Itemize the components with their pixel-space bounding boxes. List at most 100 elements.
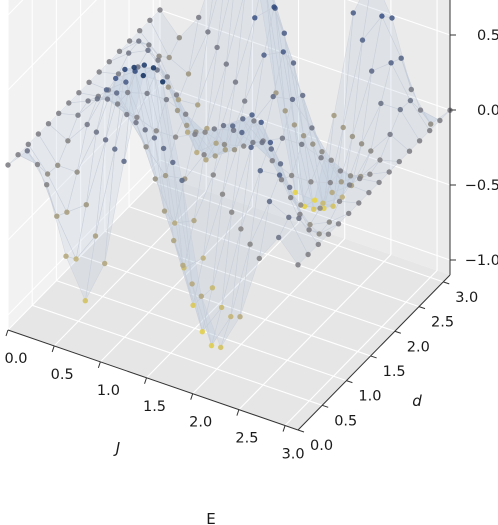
data-point bbox=[221, 141, 228, 148]
data-point bbox=[44, 171, 51, 177]
data-point bbox=[106, 59, 113, 65]
data-point bbox=[24, 148, 30, 154]
data-point bbox=[161, 208, 168, 214]
data-point bbox=[64, 209, 70, 215]
data-point bbox=[320, 200, 326, 206]
data-point bbox=[387, 131, 393, 138]
data-point bbox=[133, 119, 139, 126]
y-tick-mark bbox=[370, 355, 377, 359]
pane-left-wall bbox=[8, 0, 160, 330]
data-point bbox=[247, 241, 253, 247]
data-point bbox=[147, 17, 153, 23]
data-point bbox=[166, 54, 172, 61]
x-tick-mark bbox=[282, 425, 286, 432]
data-point bbox=[239, 129, 245, 136]
data-point bbox=[366, 189, 372, 196]
y-tick-mark bbox=[443, 281, 450, 285]
data-point bbox=[219, 191, 226, 197]
y-tick-label: 2.5 bbox=[431, 315, 454, 331]
data-point bbox=[329, 189, 335, 196]
data-point bbox=[165, 84, 171, 90]
data-point bbox=[417, 107, 424, 113]
y-tick-mark bbox=[418, 306, 426, 310]
data-point bbox=[44, 182, 50, 188]
x-tick-mark bbox=[144, 377, 148, 384]
data-point bbox=[65, 138, 71, 144]
data-point bbox=[146, 42, 152, 48]
data-point bbox=[231, 147, 238, 153]
data-point bbox=[63, 253, 69, 259]
data-point bbox=[398, 55, 404, 61]
data-point bbox=[318, 155, 324, 161]
data-point bbox=[368, 148, 374, 154]
data-point bbox=[319, 149, 325, 155]
data-point bbox=[104, 96, 111, 102]
data-point bbox=[408, 86, 414, 93]
data-point bbox=[379, 13, 385, 19]
data-point bbox=[83, 202, 90, 208]
z-tick-label: −1.0 bbox=[465, 253, 498, 269]
x-tick-label: 0.5 bbox=[51, 367, 74, 383]
data-point bbox=[131, 64, 137, 71]
data-point bbox=[367, 171, 373, 177]
data-point bbox=[202, 129, 208, 135]
data-point bbox=[151, 135, 158, 141]
data-point bbox=[191, 217, 197, 224]
pane-floor bbox=[8, 175, 450, 430]
data-point bbox=[359, 37, 366, 43]
data-point bbox=[238, 226, 244, 232]
data-point bbox=[328, 157, 334, 163]
data-point bbox=[312, 197, 318, 203]
data-point bbox=[214, 44, 220, 51]
data-point bbox=[356, 200, 362, 206]
data-point bbox=[175, 97, 182, 103]
data-point bbox=[170, 159, 176, 166]
grid-line-x-floor bbox=[99, 206, 253, 363]
chart-title: E bbox=[206, 510, 215, 525]
data-point bbox=[136, 38, 142, 44]
data-point bbox=[249, 112, 255, 118]
data-point bbox=[331, 112, 337, 119]
y-tick-label: 0.0 bbox=[310, 438, 333, 454]
data-point bbox=[103, 87, 110, 93]
data-point bbox=[291, 122, 298, 128]
data-point bbox=[74, 169, 80, 175]
data-point bbox=[116, 48, 123, 54]
data-point bbox=[316, 231, 322, 237]
data-point bbox=[280, 49, 286, 55]
data-point bbox=[134, 114, 140, 121]
data-point bbox=[141, 62, 147, 68]
grid-line-y-floor bbox=[32, 304, 323, 406]
data-point bbox=[190, 302, 196, 308]
data-point bbox=[346, 182, 353, 188]
data-point bbox=[307, 221, 313, 228]
data-point bbox=[196, 14, 202, 21]
data-point bbox=[321, 205, 327, 212]
data-point bbox=[311, 206, 317, 212]
data-point bbox=[194, 149, 200, 156]
data-point bbox=[163, 96, 170, 103]
data-point bbox=[56, 110, 62, 117]
data-point bbox=[157, 7, 163, 13]
grid-line-z-left bbox=[7, 84, 161, 241]
data-point bbox=[276, 172, 283, 178]
data-point bbox=[213, 140, 219, 146]
data-point bbox=[281, 30, 287, 36]
data-point bbox=[416, 138, 423, 144]
data-point bbox=[199, 329, 205, 335]
data-point bbox=[218, 304, 225, 311]
data-point bbox=[295, 262, 301, 268]
data-point bbox=[55, 162, 61, 168]
data-point bbox=[388, 60, 394, 66]
grid-line-z-back bbox=[346, 0, 451, 36]
grid-line-y-floor bbox=[153, 181, 444, 283]
data-point bbox=[73, 256, 79, 262]
data-point bbox=[377, 157, 383, 163]
data-point bbox=[25, 141, 31, 147]
data-point bbox=[102, 137, 109, 143]
data-point bbox=[222, 147, 228, 153]
data-point bbox=[256, 255, 262, 262]
data-point bbox=[386, 169, 392, 175]
data-point bbox=[337, 168, 344, 174]
data-point bbox=[179, 177, 185, 184]
